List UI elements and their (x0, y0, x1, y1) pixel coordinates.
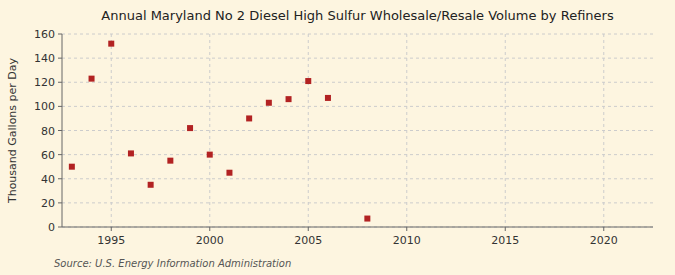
y-tick (58, 154, 62, 155)
point (246, 115, 252, 121)
y-tick-label: 100 (34, 100, 55, 113)
point (226, 170, 232, 176)
y-tick (58, 106, 62, 107)
y-tick (58, 130, 62, 131)
y-grid-line (62, 202, 653, 203)
y-tick (58, 58, 62, 59)
chart-container: 0 20 40 60 80 100 120 140 160 1995 2000 2005 2010 201… (0, 0, 675, 275)
y-tick (58, 178, 62, 179)
y-grid-line (62, 178, 653, 179)
x-tick-label: 2015 (491, 234, 519, 247)
x-axis-line (62, 227, 653, 228)
point (187, 125, 193, 131)
point (128, 150, 134, 156)
y-grid-line (62, 227, 653, 228)
x-tick-label: 1995 (97, 234, 125, 247)
y-tick-label: 160 (34, 28, 55, 41)
source-note: Source: U.S. Energy Information Administ… (54, 258, 291, 269)
point (266, 100, 272, 106)
x-tick (505, 227, 506, 231)
y-axis-line (62, 34, 63, 227)
y-tick-label: 20 (41, 197, 55, 210)
x-grid-line (209, 34, 210, 227)
title: Annual Maryland No 2 Diesel High Sulfur … (101, 8, 614, 23)
y-grid-line (62, 58, 653, 59)
y-tick-label: 140 (34, 52, 55, 65)
y-tick (58, 82, 62, 83)
point (89, 76, 95, 82)
y-tick-label: 0 (48, 221, 55, 234)
point (325, 95, 331, 101)
point (286, 96, 292, 102)
point (305, 78, 311, 84)
y-grid-line (62, 34, 653, 35)
x-tick-label: 2010 (393, 234, 421, 247)
point (364, 216, 370, 222)
x-grid-line (603, 34, 604, 227)
x-tick (308, 227, 309, 231)
x-tick (406, 227, 407, 231)
axes: 0 20 40 60 80 100 120 140 160 1995 2000 2005 2010 201… (34, 28, 653, 247)
y-grid-line (62, 130, 653, 131)
x-grid-line (406, 34, 407, 227)
x-tick (209, 227, 210, 231)
y-grid-line (62, 154, 653, 155)
x-tick (603, 227, 604, 231)
y-grid-line (62, 106, 653, 107)
points (69, 41, 371, 222)
grid (62, 34, 653, 227)
x-grid-line (308, 34, 309, 227)
y-grid-line (62, 82, 653, 83)
point (167, 158, 173, 164)
y-tick (58, 227, 62, 228)
x-tick (111, 227, 112, 231)
y-tick-label: 80 (41, 125, 55, 138)
point (69, 164, 75, 170)
chart: 0 20 40 60 80 100 120 140 160 1995 2000 2005 2010 201… (0, 0, 675, 275)
y-tick (58, 34, 62, 35)
y-tick (58, 202, 62, 203)
x-grid-line (505, 34, 506, 227)
y-tick-label: 120 (34, 76, 55, 89)
y-tick-label: 60 (41, 149, 55, 162)
y-axis-label: Thousand Gallons per Day (6, 57, 19, 204)
x-tick-label: 2020 (590, 234, 618, 247)
point (148, 182, 154, 188)
x-tick-label: 2005 (294, 234, 322, 247)
x-tick-label: 2000 (196, 234, 224, 247)
y-tick-label: 40 (41, 173, 55, 186)
x-grid-line (111, 34, 112, 227)
point (207, 152, 213, 158)
point (108, 41, 114, 47)
